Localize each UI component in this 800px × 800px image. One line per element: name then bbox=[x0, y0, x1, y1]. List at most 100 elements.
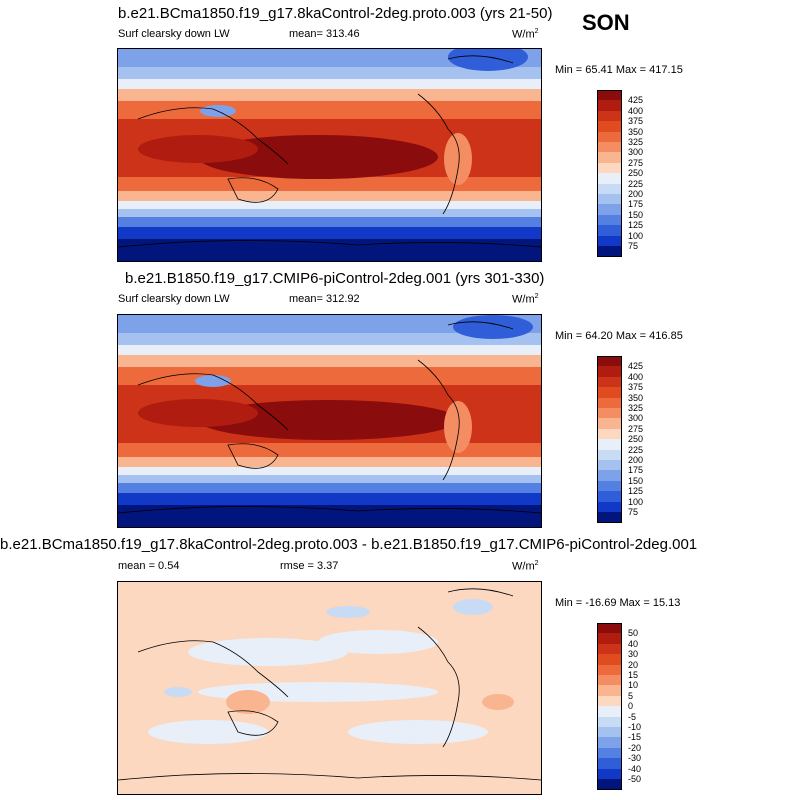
colorbar-swatch bbox=[597, 90, 622, 102]
colorbar-swatch bbox=[597, 501, 622, 512]
colorbar-swatch bbox=[597, 408, 622, 419]
colorbar-swatch bbox=[597, 623, 622, 635]
colorbar-swatch bbox=[597, 460, 622, 471]
colorbar-label: 5 bbox=[628, 690, 634, 701]
panel1-variable-label: Surf clearsky down LW bbox=[118, 28, 230, 40]
colorbar-label: 275 bbox=[628, 157, 644, 168]
colorbar-label: 225 bbox=[628, 444, 644, 455]
panel2-minmax: Min = 64.20 Max = 416.85 bbox=[555, 330, 683, 342]
panel1-field-svg bbox=[118, 49, 541, 261]
season-label: SON bbox=[582, 10, 630, 35]
colorbar-label: 20 bbox=[628, 659, 639, 670]
panel3-title: b.e21.BCma1850.f19_g17.8kaControl-2deg.p… bbox=[0, 536, 698, 553]
colorbar-swatch bbox=[597, 779, 622, 791]
colorbar-label: -10 bbox=[628, 722, 642, 732]
colorbar-label: 200 bbox=[628, 455, 644, 465]
panel1-mean-label: mean= 313.46 bbox=[289, 28, 360, 40]
colorbar-label: -50 bbox=[628, 774, 642, 784]
panel2-map bbox=[117, 314, 542, 528]
colorbar-swatch bbox=[597, 643, 622, 655]
panel2-units: W/m2 bbox=[512, 293, 539, 306]
colorbar-label: 200 bbox=[628, 189, 644, 199]
panel2-variable-label: Surf clearsky down LW bbox=[118, 293, 230, 305]
panel1-units: W/m2 bbox=[512, 28, 539, 41]
colorbar-swatch bbox=[597, 685, 622, 696]
colorbar-swatch bbox=[597, 235, 622, 246]
colorbar-label: 425 bbox=[628, 95, 644, 106]
colorbar-swatch bbox=[597, 356, 622, 368]
colorbar-label: 250 bbox=[628, 434, 644, 445]
colorbar-label: 375 bbox=[628, 382, 644, 393]
panel1-map bbox=[117, 48, 542, 262]
panel3-rmse-label: rmse = 3.37 bbox=[280, 560, 339, 572]
panel3-units: W/m2 bbox=[512, 560, 539, 573]
colorbar-swatch bbox=[597, 194, 622, 205]
colorbar-swatch bbox=[597, 387, 622, 398]
colorbar-label: 150 bbox=[628, 475, 644, 486]
colorbar-swatch bbox=[597, 152, 622, 163]
colorbar-label: -15 bbox=[628, 732, 642, 743]
colorbar-label: 100 bbox=[628, 496, 644, 507]
colorbar-swatch bbox=[597, 470, 622, 481]
colorbar-label: -5 bbox=[628, 711, 637, 722]
panel2-mean-label: mean= 312.92 bbox=[289, 293, 360, 305]
colorbar-swatch bbox=[597, 737, 622, 748]
colorbar-label: 375 bbox=[628, 116, 644, 127]
colorbar-label: 325 bbox=[628, 403, 644, 413]
colorbar-swatch bbox=[597, 758, 622, 769]
colorbar-swatch bbox=[597, 439, 622, 450]
colorbar-label: 175 bbox=[628, 465, 644, 476]
colorbar-swatch bbox=[597, 512, 622, 524]
colorbar-swatch bbox=[597, 110, 622, 122]
colorbar-label: 125 bbox=[628, 486, 644, 497]
panel2-title: b.e21.B1850.f19_g17.CMIP6-piControl-2deg… bbox=[125, 270, 545, 287]
colorbar-swatch bbox=[597, 121, 622, 132]
colorbar-label: 175 bbox=[628, 199, 644, 210]
colorbar-label: 275 bbox=[628, 423, 644, 434]
colorbar-label: 30 bbox=[628, 649, 639, 660]
colorbar-label: 0 bbox=[628, 701, 634, 712]
colorbar-swatch bbox=[597, 747, 622, 759]
colorbar-label: 300 bbox=[628, 413, 644, 424]
colorbar-swatch bbox=[597, 633, 622, 644]
panel3-mean-label: mean = 0.54 bbox=[118, 560, 180, 572]
colorbar-swatch bbox=[597, 675, 622, 686]
colorbar-swatch bbox=[597, 204, 622, 215]
colorbar-label: 40 bbox=[628, 638, 639, 649]
colorbar-swatch bbox=[597, 366, 622, 377]
colorbar-label: -30 bbox=[628, 753, 642, 764]
colorbar-swatch bbox=[597, 664, 622, 675]
colorbar-label: 300 bbox=[628, 147, 644, 158]
colorbar-label: 350 bbox=[628, 126, 644, 137]
colorbar-swatch bbox=[597, 131, 622, 142]
colorbar-swatch bbox=[597, 768, 622, 779]
colorbar-label: 400 bbox=[628, 371, 644, 382]
colorbar-swatch bbox=[597, 246, 622, 258]
colorbar-swatch bbox=[597, 727, 622, 738]
colorbar-swatch bbox=[597, 183, 622, 194]
colorbar-label: 75 bbox=[628, 241, 639, 251]
colorbar-label: 250 bbox=[628, 168, 644, 179]
colorbar-swatch bbox=[597, 449, 622, 460]
panel3-minmax: Min = -16.69 Max = 15.13 bbox=[555, 597, 681, 609]
colorbar-label: -40 bbox=[628, 763, 642, 774]
colorbar-label: 225 bbox=[628, 178, 644, 189]
colorbar-swatch bbox=[597, 695, 622, 707]
colorbar-label: 15 bbox=[628, 670, 639, 680]
colorbar-label: 125 bbox=[628, 220, 644, 231]
colorbar-label: 325 bbox=[628, 137, 644, 147]
colorbar-label: 10 bbox=[628, 680, 639, 691]
colorbar-label: 400 bbox=[628, 105, 644, 116]
colorbar-swatch bbox=[597, 397, 622, 408]
colorbar-label: 100 bbox=[628, 230, 644, 241]
panel1-title: b.e21.BCma1850.f19_g17.8kaControl-2deg.p… bbox=[118, 5, 553, 22]
colorbar-swatch bbox=[597, 654, 622, 665]
colorbar-swatch bbox=[597, 376, 622, 388]
colorbar-swatch bbox=[597, 100, 622, 111]
colorbar-swatch bbox=[597, 716, 622, 727]
panel3-field-svg bbox=[118, 582, 541, 794]
colorbar-swatch bbox=[597, 428, 622, 440]
colorbar-swatch bbox=[597, 162, 622, 174]
colorbar-swatch bbox=[597, 142, 622, 153]
colorbar-label: 350 bbox=[628, 392, 644, 403]
